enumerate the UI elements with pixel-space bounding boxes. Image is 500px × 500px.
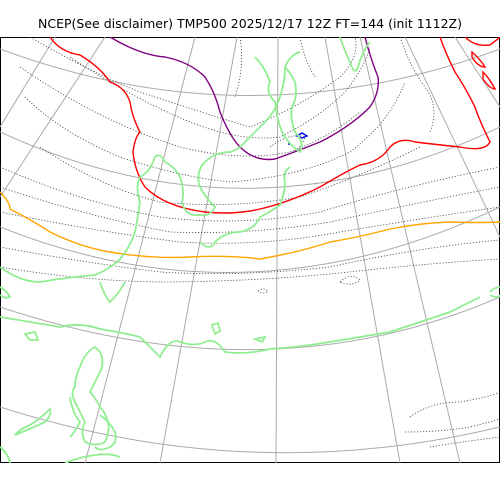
coastline	[94, 414, 117, 451]
coastline	[251, 335, 267, 344]
contour-line	[339, 276, 361, 285]
isotherm-red	[49, 37, 491, 214]
coastline	[0, 296, 481, 359]
longitude-line	[359, 37, 461, 463]
coastline	[99, 281, 126, 304]
contour-line	[0, 206, 500, 244]
contour-line	[299, 37, 316, 78]
latitude-arc	[0, 406, 500, 454]
coastline	[0, 286, 12, 299]
longitude-line	[0, 37, 56, 128]
contour-line	[0, 258, 500, 283]
coastline	[23, 330, 40, 341]
contour-line	[0, 186, 500, 233]
longitude-line	[0, 37, 106, 198]
longitude-line	[324, 37, 401, 463]
longitude-line	[84, 37, 196, 463]
longitude-line	[454, 37, 500, 108]
graticule	[0, 37, 500, 463]
contour-line	[29, 37, 357, 128]
coastline	[254, 56, 303, 154]
coastlines	[0, 37, 500, 463]
coastline	[69, 396, 82, 438]
contour-line	[257, 288, 269, 294]
latitude-arc	[0, 296, 500, 351]
coastline	[210, 321, 222, 336]
map-title: NCEP(See disclaimer) TMP500 2025/12/17 1…	[38, 16, 462, 31]
isotherm-purple	[109, 37, 380, 161]
contour-line	[234, 37, 243, 98]
longitude-line	[275, 37, 279, 463]
longitude-line	[404, 37, 500, 238]
coastline	[14, 407, 52, 436]
isotherm-red-ne2	[471, 50, 487, 68]
contour-line	[404, 418, 500, 433]
isotherm-blue	[295, 132, 309, 139]
contour-line	[0, 166, 500, 222]
coastline	[0, 446, 11, 463]
coastline	[71, 345, 110, 446]
coastline	[339, 37, 371, 72]
isotherm-orange	[0, 191, 500, 260]
coastline	[0, 51, 301, 283]
weather-map	[0, 37, 500, 463]
coastline	[199, 166, 291, 248]
contour-line	[39, 146, 421, 205]
contour-line	[0, 239, 500, 275]
isotherm-red-ne3	[482, 70, 497, 90]
coastline	[64, 453, 121, 463]
latitude-arc	[0, 126, 500, 189]
map-frame	[0, 37, 500, 463]
contour-line	[24, 81, 406, 183]
latitude-arc	[0, 48, 500, 96]
latitude-arc	[0, 206, 500, 273]
isotherm-red-ne	[464, 37, 500, 47]
longitude-line	[159, 37, 238, 463]
contour-line	[429, 436, 500, 448]
contour-line	[69, 46, 371, 139]
